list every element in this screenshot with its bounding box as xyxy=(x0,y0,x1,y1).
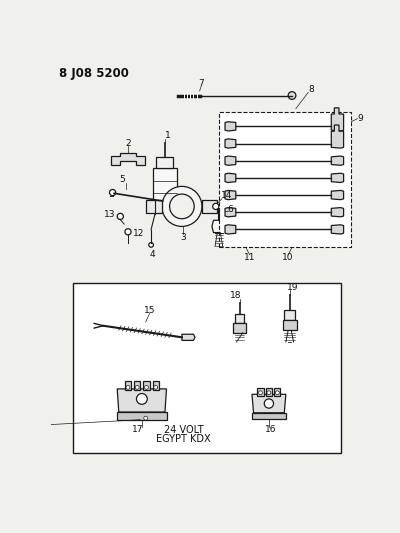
Bar xyxy=(134,381,140,391)
Circle shape xyxy=(258,391,262,394)
Bar xyxy=(153,381,159,391)
Text: 16: 16 xyxy=(265,425,276,434)
Circle shape xyxy=(170,194,194,219)
Text: 8 J08 5200: 8 J08 5200 xyxy=(59,68,128,80)
Polygon shape xyxy=(331,125,344,148)
Circle shape xyxy=(144,385,148,389)
Polygon shape xyxy=(331,108,344,131)
Circle shape xyxy=(288,92,296,99)
Text: 14: 14 xyxy=(221,191,232,200)
Text: 13: 13 xyxy=(104,211,115,220)
Text: 5: 5 xyxy=(119,175,125,184)
Bar xyxy=(234,324,246,333)
Text: 19: 19 xyxy=(287,283,298,292)
Polygon shape xyxy=(225,190,236,200)
Circle shape xyxy=(264,399,274,408)
Polygon shape xyxy=(225,139,236,148)
Bar xyxy=(72,284,340,453)
Bar xyxy=(283,320,297,330)
Text: 10: 10 xyxy=(282,254,294,262)
Text: 2: 2 xyxy=(125,139,131,148)
Text: 24 VOLT: 24 VOLT xyxy=(164,425,203,435)
Text: 12: 12 xyxy=(133,229,144,238)
Text: 1: 1 xyxy=(165,131,171,140)
Polygon shape xyxy=(225,173,236,182)
Bar xyxy=(117,412,166,419)
Bar xyxy=(219,112,351,247)
Bar xyxy=(153,168,177,206)
Bar xyxy=(266,388,272,396)
Polygon shape xyxy=(225,207,236,217)
Polygon shape xyxy=(182,334,195,341)
Polygon shape xyxy=(117,389,166,412)
Text: 11: 11 xyxy=(244,254,256,262)
Circle shape xyxy=(110,189,116,196)
Text: 9: 9 xyxy=(358,114,364,123)
Bar xyxy=(235,314,244,324)
Polygon shape xyxy=(225,225,236,234)
Circle shape xyxy=(136,393,147,405)
Polygon shape xyxy=(212,220,226,232)
Circle shape xyxy=(213,203,219,209)
Polygon shape xyxy=(111,152,145,165)
Bar xyxy=(252,413,286,419)
Polygon shape xyxy=(331,156,344,165)
Circle shape xyxy=(154,385,158,389)
Circle shape xyxy=(125,229,131,235)
Polygon shape xyxy=(331,190,344,200)
Text: 18: 18 xyxy=(230,291,242,300)
Bar xyxy=(146,200,162,213)
Text: 8: 8 xyxy=(308,85,314,94)
Circle shape xyxy=(267,391,271,394)
Polygon shape xyxy=(331,225,344,234)
Text: 3: 3 xyxy=(180,233,186,241)
Bar xyxy=(144,381,150,391)
Bar xyxy=(125,381,131,391)
Circle shape xyxy=(135,385,139,389)
Polygon shape xyxy=(331,207,344,217)
Polygon shape xyxy=(225,122,236,131)
Text: 4: 4 xyxy=(150,249,156,259)
Bar xyxy=(257,388,264,396)
Text: 17: 17 xyxy=(132,425,144,434)
Circle shape xyxy=(144,416,148,420)
Bar xyxy=(202,200,217,213)
Polygon shape xyxy=(331,173,344,182)
Circle shape xyxy=(149,243,154,247)
Text: EGYPT KDX: EGYPT KDX xyxy=(156,434,211,444)
Text: 6: 6 xyxy=(228,205,233,214)
Bar xyxy=(156,157,174,168)
Circle shape xyxy=(162,187,202,227)
Text: 15: 15 xyxy=(144,306,155,315)
Text: 7: 7 xyxy=(198,79,204,88)
Circle shape xyxy=(126,385,130,389)
Polygon shape xyxy=(252,394,286,413)
Polygon shape xyxy=(225,156,236,165)
Circle shape xyxy=(276,391,279,394)
Bar xyxy=(274,388,280,396)
Circle shape xyxy=(117,213,123,220)
Bar xyxy=(284,310,295,320)
